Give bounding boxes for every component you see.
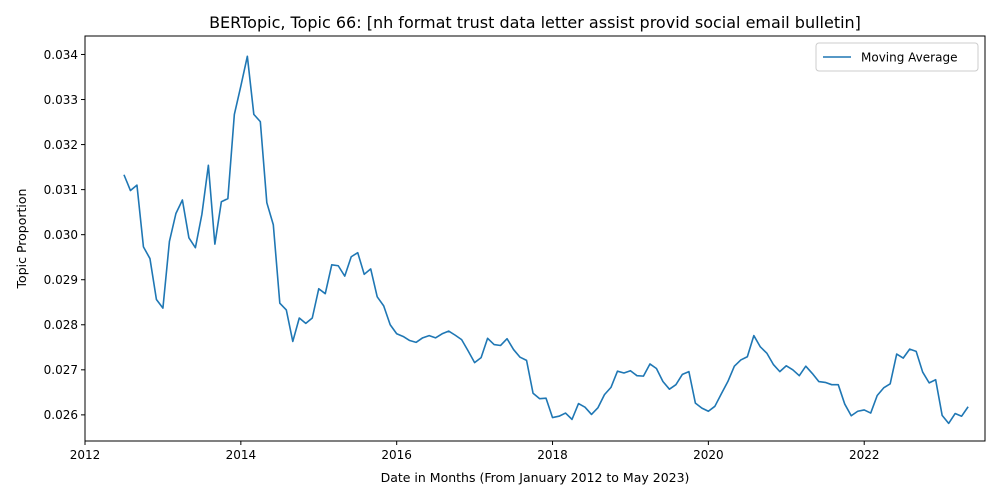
y-tick-label: 0.031	[44, 183, 78, 197]
x-axis-label: Date in Months (From January 2012 to May…	[381, 470, 690, 485]
y-tick-label: 0.033	[44, 93, 78, 107]
y-tick-label: 0.026	[44, 408, 78, 422]
y-tick-label: 0.028	[44, 318, 78, 332]
y-tick-label: 0.034	[44, 48, 78, 62]
x-tick-label: 2022	[849, 448, 880, 462]
plot-area	[84, 35, 986, 442]
y-axis-label: Topic Proportion	[14, 189, 29, 290]
legend-frame	[815, 42, 979, 72]
y-axis: 0.026 0.027 0.028 0.029 0.030 0.031 0.032 0.033…	[44, 48, 85, 422]
y-tick-label: 0.032	[44, 138, 78, 152]
x-tick-label: 2016	[381, 448, 412, 462]
x-tick-label: 2018	[537, 448, 568, 462]
legend-label-moving-average: Moving Average	[861, 51, 957, 65]
y-tick-label: 0.027	[44, 363, 78, 377]
x-tick-label: 2014	[226, 448, 257, 462]
x-axis: 2012 2014 2016 2018 2020 2022	[70, 441, 880, 462]
y-tick-label: 0.029	[44, 273, 78, 287]
chart-title: BERTopic, Topic 66: [nh format trust dat…	[209, 13, 861, 32]
y-tick-label: 0.030	[44, 228, 78, 242]
legend: Moving Average	[815, 42, 979, 72]
x-tick-label: 2020	[693, 448, 724, 462]
moving-average-line	[123, 55, 969, 425]
x-tick-label: 2012	[70, 448, 101, 462]
